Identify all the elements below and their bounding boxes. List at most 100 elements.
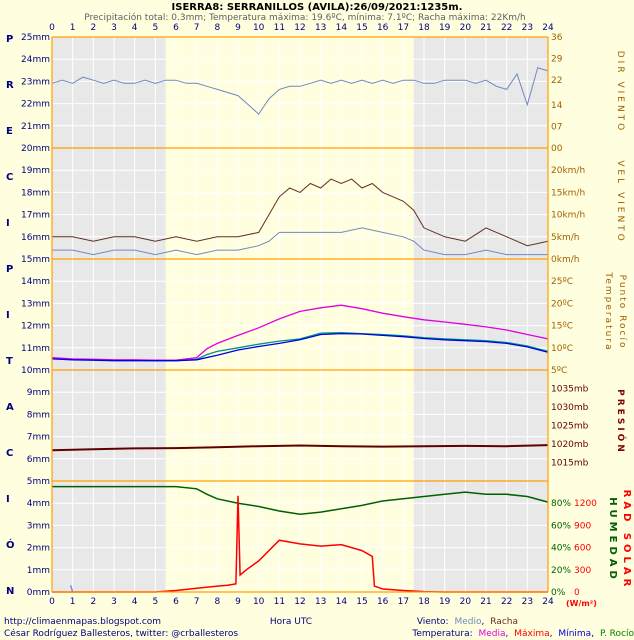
humidity-tick: 80%	[551, 499, 571, 509]
temperature-tick: 25ºC	[551, 277, 573, 287]
mm-tick-label: 3mm	[27, 521, 50, 531]
mm-tick-label: 17mm	[21, 211, 50, 221]
hour-label-top: 16	[377, 23, 389, 33]
hour-label-bottom: 3	[111, 597, 117, 607]
wind-dir-tick: 14	[551, 101, 563, 111]
footer-url: http://climaenmapas.blogspot.com	[4, 617, 161, 627]
side-letter: C	[6, 172, 13, 183]
pressure-tick: 1025mb	[551, 422, 589, 432]
side-letter: I	[6, 310, 10, 321]
hour-label-top: 6	[173, 23, 179, 33]
side-letter: Ó	[6, 538, 15, 551]
wind-speed-tick: 15km/h	[551, 188, 585, 198]
title-temperatura: Temperatura	[603, 271, 613, 351]
hour-label-bottom: 6	[173, 597, 179, 607]
hour-label-top: 2	[90, 23, 96, 33]
hour-label-bottom: 9	[235, 597, 241, 607]
hour-label-top: 18	[418, 23, 430, 33]
mm-tick-label: 10mm	[21, 366, 50, 376]
title-punto-rocio: Punto Rocío	[617, 275, 627, 350]
hour-label-bottom: 10	[253, 597, 265, 607]
radiation-tick: 900	[574, 521, 591, 531]
side-letter: R	[6, 80, 14, 91]
hour-label-top: 3	[111, 23, 117, 33]
night-shade-morning	[52, 37, 166, 592]
hour-label-top: 23	[522, 23, 533, 33]
hour-label-bottom: 15	[356, 597, 367, 607]
mm-tick-label: 6mm	[27, 455, 50, 465]
radiation-line	[52, 495, 548, 593]
wind-speed-line-1	[52, 178, 549, 247]
hour-label-top: 4	[132, 23, 138, 33]
radiation-unit: (W/m²)	[566, 599, 597, 608]
hour-label-top: 7	[194, 23, 200, 33]
side-letter: C	[6, 448, 13, 459]
mm-tick-label: 18mm	[21, 188, 50, 198]
radiation-tick: 0	[574, 588, 580, 598]
title-rad-solar: RAD SOLAR	[621, 490, 632, 591]
hour-label-top: 24	[542, 23, 554, 33]
radiation-tick: 300	[574, 566, 591, 576]
legend-temp-media: Media	[479, 629, 506, 639]
side-letter: E	[6, 126, 13, 137]
wind-speed-line-0	[52, 227, 548, 256]
hour-label-bottom: 18	[418, 597, 430, 607]
hour-label-bottom: 11	[274, 597, 285, 607]
wind-direction-line	[51, 67, 549, 115]
wind-speed-tick: 20km/h	[551, 166, 585, 176]
mm-tick-label: 21mm	[21, 122, 50, 132]
wind-dir-tick: 00	[551, 144, 563, 154]
hour-label-top: 9	[235, 23, 241, 33]
temperature-tick: 5ºC	[551, 366, 567, 376]
hour-label-top: 0	[49, 23, 55, 33]
legend-temp-sep1: ,	[506, 629, 509, 639]
hour-label-top: 22	[501, 23, 512, 33]
side-letter: T	[6, 356, 13, 367]
hour-label-top: 12	[294, 23, 305, 33]
mm-tick-label: 4mm	[27, 499, 50, 509]
hour-label-top: 20	[460, 23, 472, 33]
hour-label-top: 10	[253, 23, 265, 33]
hour-label-top: 13	[315, 23, 326, 33]
chart-subtitle: Precipitación total: 0.3mm; Temperatura …	[84, 12, 525, 23]
wind-dir-tick: 29	[551, 55, 563, 65]
humidity-tick: 40%	[551, 544, 571, 554]
mm-tick-label: 2mm	[27, 544, 50, 554]
footer-hora-utc: Hora UTC	[270, 617, 312, 627]
hour-label-bottom: 7	[194, 597, 200, 607]
side-letter: P	[6, 34, 13, 45]
hour-label-top: 14	[336, 23, 348, 33]
mm-tick-label: 13mm	[21, 299, 50, 309]
hour-label-bottom: 17	[398, 597, 409, 607]
hour-label-top: 19	[439, 23, 451, 33]
legend-temp-rocio: P. Rocío	[600, 629, 634, 639]
hour-label-bottom: 0	[49, 597, 55, 607]
hour-label-top: 11	[274, 23, 285, 33]
side-letter: N	[6, 586, 14, 597]
legend-temp-label: Temperatura:	[411, 629, 472, 639]
humidity-tick: 20%	[551, 566, 571, 576]
wind-dir-tick: 36	[551, 33, 563, 43]
wind-dir-tick: 22	[551, 76, 562, 86]
title-presion: PRESIÓN	[615, 389, 627, 455]
wind-dir-tick: 07	[551, 122, 562, 132]
hour-label-bottom: 24	[542, 597, 554, 607]
legend-viento-label: Viento:	[417, 617, 449, 627]
mm-tick-label: 22mm	[21, 100, 50, 110]
hour-label-bottom: 23	[522, 597, 533, 607]
hour-label-top: 8	[214, 23, 220, 33]
mm-tick-label: 23mm	[21, 77, 50, 87]
mm-tick-label: 14mm	[21, 277, 50, 287]
side-letter: A	[6, 402, 14, 413]
mm-tick-label: 15mm	[21, 255, 50, 265]
hour-label-top: 1	[70, 23, 76, 33]
wind-speed-tick: 10km/h	[551, 211, 585, 221]
humidity-tick: 0%	[551, 588, 566, 598]
side-letter: P	[6, 264, 13, 275]
hour-label-bottom: 4	[132, 597, 138, 607]
hour-label-bottom: 12	[294, 597, 305, 607]
side-letter: I	[6, 218, 10, 229]
legend-viento-racha: Racha	[490, 617, 518, 627]
side-letter: I	[6, 494, 10, 505]
